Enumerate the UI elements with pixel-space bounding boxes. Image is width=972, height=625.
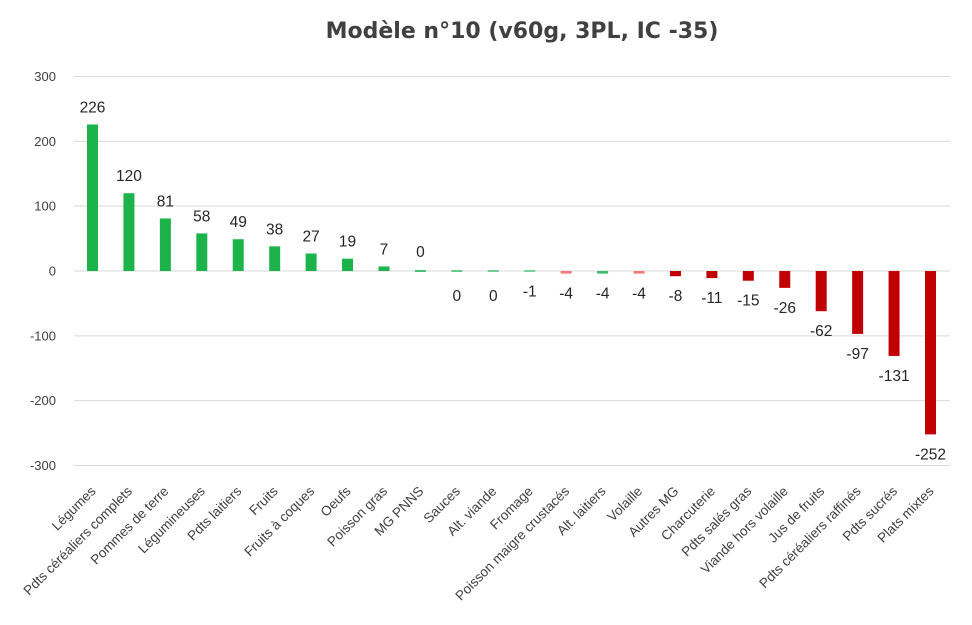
data-label: 49 <box>230 214 247 231</box>
data-label: -11 <box>701 290 722 307</box>
data-label: -131 <box>879 368 910 385</box>
y-tick-label: 200 <box>34 134 56 149</box>
data-label: -252 <box>915 446 946 463</box>
data-labels: 226 120 81 58 49 38 27 19 7 0 0 0 -1 -4 -4 -4 -8 -11 -15 -2… <box>80 99 946 463</box>
bar <box>742 271 754 281</box>
y-tick-label: 0 <box>49 264 56 279</box>
y-tick-label: 300 <box>34 69 56 84</box>
data-label: 0 <box>489 288 498 305</box>
y-axis-tick-labels: 300 200 100 0 -100 -200 -300 <box>30 69 56 473</box>
data-label: 58 <box>193 208 210 225</box>
bar <box>706 271 718 279</box>
data-label: 27 <box>302 228 319 245</box>
bar <box>232 239 244 271</box>
bar <box>925 271 936 435</box>
data-label: 7 <box>380 241 389 258</box>
chart-title: Modèle n°10 (v60g, 3PL, IC -35) <box>326 19 719 44</box>
bar <box>815 271 827 312</box>
data-label: 226 <box>80 99 106 116</box>
bar <box>669 271 681 277</box>
gridlines <box>74 76 950 466</box>
data-label: -8 <box>669 288 683 305</box>
data-label: -4 <box>596 286 610 303</box>
y-tick-label: -100 <box>30 328 56 343</box>
bar <box>305 253 317 271</box>
bar <box>159 218 171 271</box>
data-label: -4 <box>632 286 646 303</box>
data-label: 81 <box>157 193 174 210</box>
data-label: -4 <box>559 286 573 303</box>
data-label: 38 <box>266 221 283 238</box>
data-label: -97 <box>846 346 868 363</box>
bar <box>414 270 426 272</box>
bar <box>852 271 864 334</box>
data-label: 0 <box>416 244 425 261</box>
y-tick-label: -200 <box>30 393 56 408</box>
bar <box>779 271 791 288</box>
data-label: 19 <box>339 234 356 251</box>
bar <box>342 258 354 271</box>
bar <box>888 271 900 356</box>
bar <box>597 271 609 274</box>
bar <box>487 270 499 272</box>
data-label: 120 <box>116 168 142 185</box>
bar <box>451 270 463 272</box>
bar <box>269 246 281 271</box>
y-tick-label: -300 <box>30 458 56 473</box>
data-label: -62 <box>810 323 832 340</box>
y-tick-label: 100 <box>34 199 56 214</box>
data-label: -26 <box>774 300 796 317</box>
bar <box>524 270 536 272</box>
bar <box>378 266 390 271</box>
bar <box>633 271 645 274</box>
bar <box>123 193 135 271</box>
data-label: -15 <box>737 293 759 310</box>
bar <box>560 271 572 274</box>
bars <box>87 124 936 435</box>
x-tick-label: Fruits <box>246 483 281 518</box>
data-label: -1 <box>523 284 537 301</box>
data-label: 0 <box>453 288 462 305</box>
bar <box>87 124 98 272</box>
bar <box>196 233 208 271</box>
